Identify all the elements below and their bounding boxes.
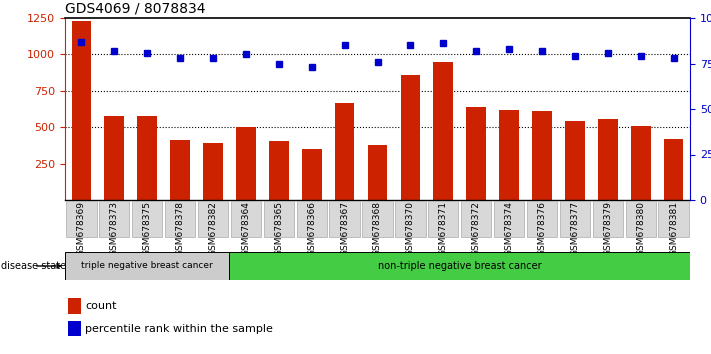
Text: disease state: disease state: [1, 261, 66, 271]
Text: count: count: [85, 301, 117, 311]
Bar: [236, 127, 256, 200]
Text: GSM678373: GSM678373: [109, 201, 119, 256]
Text: GSM678368: GSM678368: [373, 201, 382, 256]
Text: GSM678380: GSM678380: [636, 201, 645, 256]
Bar: [499, 110, 519, 200]
Bar: [302, 149, 321, 200]
Bar: [368, 145, 387, 200]
Bar: [335, 103, 355, 200]
Bar: [329, 201, 360, 237]
Bar: [560, 201, 590, 237]
Text: GSM678371: GSM678371: [439, 201, 448, 256]
Bar: [264, 201, 294, 237]
Text: GSM678379: GSM678379: [603, 201, 612, 256]
Text: GSM678378: GSM678378: [176, 201, 185, 256]
Bar: [631, 126, 651, 200]
Bar: [68, 321, 80, 336]
Bar: [231, 201, 261, 237]
Bar: [466, 107, 486, 200]
Bar: [65, 252, 230, 280]
Bar: [461, 201, 491, 237]
Bar: [100, 201, 129, 237]
Bar: [428, 201, 459, 237]
Text: GSM678366: GSM678366: [307, 201, 316, 256]
Text: GSM678364: GSM678364: [242, 201, 250, 256]
Bar: [203, 143, 223, 200]
Bar: [598, 119, 618, 200]
Bar: [66, 201, 97, 237]
Bar: [296, 201, 327, 237]
Bar: [230, 252, 690, 280]
Text: GSM678377: GSM678377: [570, 201, 579, 256]
Text: GSM678370: GSM678370: [406, 201, 415, 256]
Bar: [269, 141, 289, 200]
Bar: [658, 201, 689, 237]
Text: non-triple negative breast cancer: non-triple negative breast cancer: [378, 261, 542, 271]
Bar: [494, 201, 524, 237]
Bar: [565, 121, 584, 200]
Bar: [105, 115, 124, 200]
Bar: [137, 116, 157, 200]
Text: triple negative breast cancer: triple negative breast cancer: [81, 262, 213, 270]
Bar: [170, 140, 190, 200]
Text: GSM678374: GSM678374: [505, 201, 513, 256]
Bar: [400, 75, 420, 200]
Bar: [663, 139, 683, 200]
Text: GSM678367: GSM678367: [340, 201, 349, 256]
Bar: [434, 62, 453, 200]
Text: GSM678381: GSM678381: [669, 201, 678, 256]
Text: GSM678365: GSM678365: [274, 201, 283, 256]
Bar: [72, 21, 91, 200]
Text: GDS4069 / 8078834: GDS4069 / 8078834: [65, 1, 205, 16]
Bar: [198, 201, 228, 237]
Bar: [593, 201, 623, 237]
Bar: [527, 201, 557, 237]
Text: percentile rank within the sample: percentile rank within the sample: [85, 324, 273, 334]
Bar: [68, 298, 80, 314]
Bar: [626, 201, 656, 237]
Text: GSM678369: GSM678369: [77, 201, 86, 256]
Text: GSM678382: GSM678382: [208, 201, 218, 256]
Text: GSM678376: GSM678376: [538, 201, 547, 256]
Text: GSM678375: GSM678375: [143, 201, 151, 256]
Bar: [395, 201, 425, 237]
Bar: [363, 201, 392, 237]
Bar: [532, 111, 552, 200]
Text: GSM678372: GSM678372: [471, 201, 481, 256]
Bar: [132, 201, 162, 237]
Bar: [165, 201, 196, 237]
